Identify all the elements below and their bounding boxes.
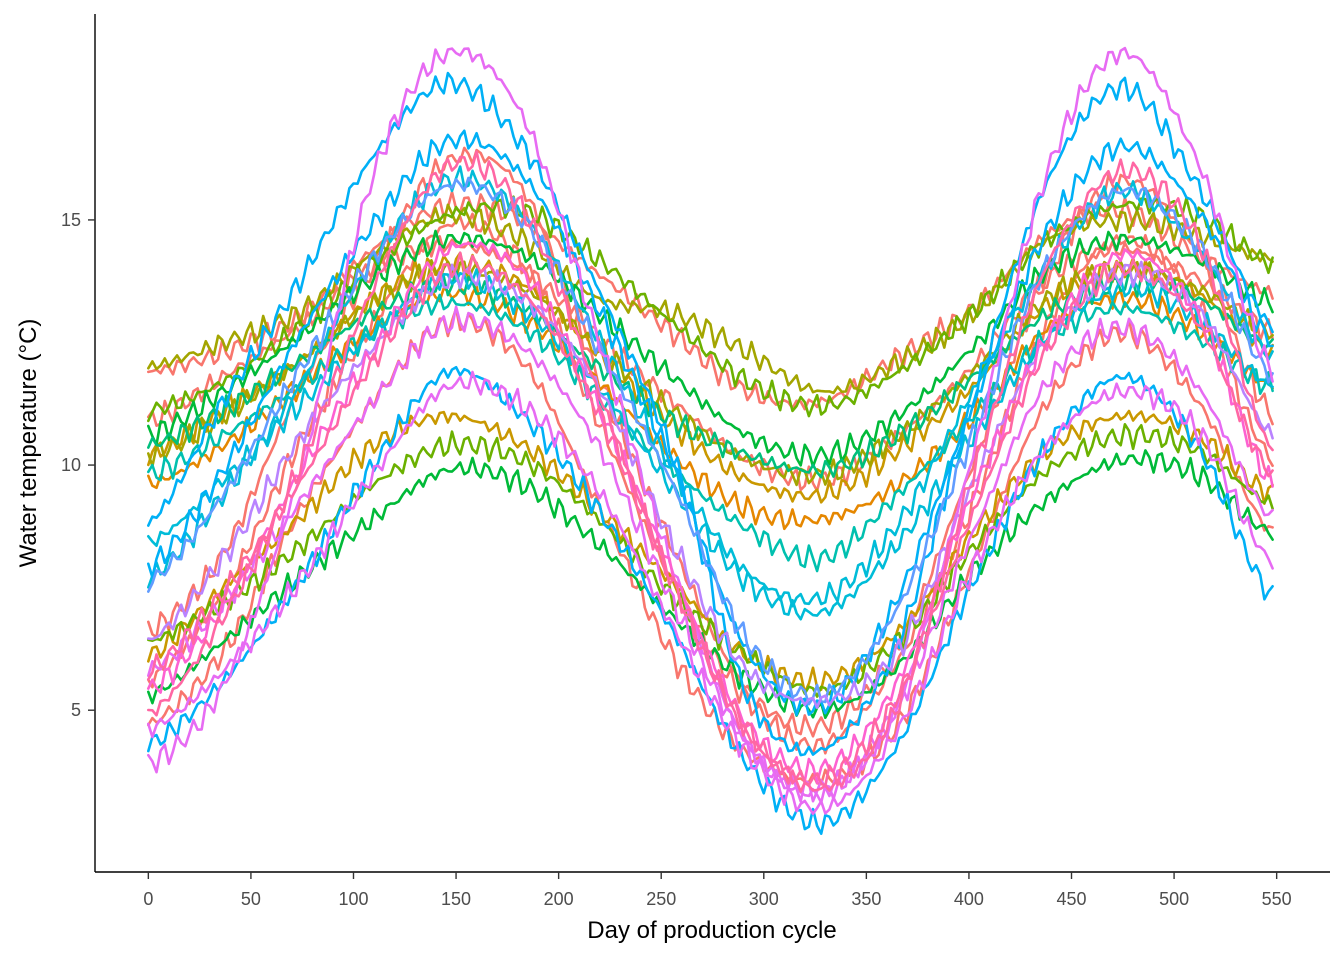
series-line xyxy=(147,370,1274,816)
series-line xyxy=(147,365,1274,836)
series-line xyxy=(147,71,1274,757)
y-tick-label: 10 xyxy=(61,455,81,475)
x-tick-label: 50 xyxy=(241,889,261,909)
y-tick-label: 15 xyxy=(61,210,81,230)
x-tick-label: 400 xyxy=(954,889,984,909)
x-tick-label: 500 xyxy=(1159,889,1189,909)
y-axis-ticks: 5 10 15 xyxy=(61,210,95,720)
series-line xyxy=(147,241,1274,785)
x-axis-title: Day of production cycle xyxy=(587,917,836,944)
series-line xyxy=(147,293,1274,573)
x-tick-label: 150 xyxy=(441,889,471,909)
x-tick-label: 300 xyxy=(749,889,779,909)
x-tick-label: 550 xyxy=(1262,889,1292,909)
series-line xyxy=(147,129,1274,717)
x-tick-label: 200 xyxy=(544,889,574,909)
series-line xyxy=(147,251,1274,788)
series-layer xyxy=(147,46,1274,836)
x-tick-label: 350 xyxy=(851,889,881,909)
y-tick-label: 5 xyxy=(71,700,81,720)
x-tick-label: 250 xyxy=(646,889,676,909)
series-line xyxy=(147,229,1274,468)
series-line xyxy=(147,305,1274,804)
x-axis-ticks: 0 50 100 150 200 250 300 350 400 450 500 550 xyxy=(143,872,1292,909)
x-tick-label: 100 xyxy=(338,889,368,909)
y-axis-title: Water temperature (°C) xyxy=(15,319,42,568)
series-line xyxy=(147,449,1274,720)
x-tick-label: 0 xyxy=(143,889,153,909)
x-tick-label: 450 xyxy=(1056,889,1086,909)
series-line xyxy=(147,267,1274,621)
